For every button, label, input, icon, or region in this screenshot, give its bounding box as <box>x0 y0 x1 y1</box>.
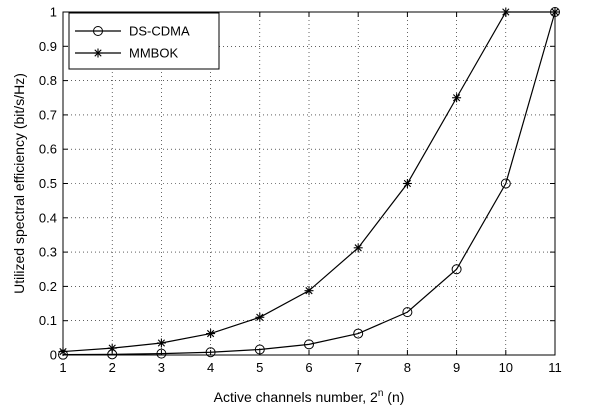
star-stroke <box>403 179 412 188</box>
y-tick-label: 0.3 <box>39 245 57 260</box>
legend: DS-CDMA MMBOK <box>68 12 220 70</box>
star-stroke <box>551 8 559 16</box>
x-tick-label: 5 <box>256 360 263 375</box>
x-tick-label: 3 <box>158 360 165 375</box>
star-marker <box>58 347 68 357</box>
x-axis-label: Active channels number, 2n (n) <box>214 388 405 405</box>
y-tick-label: 0.8 <box>39 73 57 88</box>
y-tick-label: 0 <box>50 348 57 363</box>
y-tick-label: 1 <box>50 5 57 20</box>
star-stroke <box>354 244 362 252</box>
series-layer <box>58 7 560 360</box>
y-axis-label: Utilized spectral efficiency (bit/s/Hz) <box>11 73 27 294</box>
star-marker <box>402 179 412 188</box>
x-tick-labels: 1 2 3 4 5 6 7 8 9 10 11 <box>59 360 561 375</box>
circle-marker <box>353 328 364 339</box>
legend-label: MMBOK <box>129 46 178 61</box>
series-mmbok <box>58 7 560 357</box>
series-line <box>62 11 556 356</box>
y-tick-label: 0.6 <box>39 142 57 157</box>
x-tick-label: 6 <box>305 360 312 375</box>
legend-item: MMBOK <box>75 46 178 61</box>
legend-box <box>68 12 220 70</box>
circle-marker <box>451 264 462 275</box>
x-tick-label: 4 <box>207 360 214 375</box>
star-stroke <box>256 313 264 321</box>
x-tick-label: 9 <box>453 360 460 375</box>
x-tick-label: 2 <box>109 360 116 375</box>
circle-marker <box>156 348 167 359</box>
y-tick-label: 0.4 <box>39 210 57 225</box>
star-stroke <box>94 49 102 57</box>
circle-marker <box>304 339 314 350</box>
x-tick-label: 11 <box>548 360 562 375</box>
star-stroke <box>452 94 461 102</box>
y-tick-label: 0.5 <box>39 176 57 191</box>
x-tick-label: 7 <box>355 360 362 375</box>
star-marker <box>353 243 363 253</box>
star-marker <box>452 93 462 103</box>
circle-marker <box>254 344 265 355</box>
series-ds-cdma <box>58 7 560 360</box>
y-tick-label: 0.7 <box>39 107 57 122</box>
x-axis-label-superscript: n <box>378 388 384 399</box>
star-marker <box>206 329 216 339</box>
star-marker <box>501 7 511 17</box>
legend-circle-marker <box>93 26 103 36</box>
y-tick-label: 0.2 <box>39 279 57 294</box>
star-stroke <box>108 344 116 352</box>
star-stroke <box>305 287 313 295</box>
y-tick-labels: 0 0.1 0.2 0.3 0.4 0.5 0.6 0.7 0.8 0.9 1 <box>39 5 57 363</box>
circle-marker <box>402 307 413 318</box>
x-tick-label: 10 <box>499 360 513 375</box>
y-tick-label: 0.9 <box>39 39 57 54</box>
x-tick-label: 1 <box>59 360 66 375</box>
x-axis-label-suffix: (n) <box>383 389 404 405</box>
star-marker <box>255 312 265 322</box>
legend-label: DS-CDMA <box>129 24 190 39</box>
x-tick-label: 8 <box>404 360 411 375</box>
star-stroke <box>502 8 510 16</box>
y-tick-label: 0.1 <box>39 313 57 328</box>
star-stroke <box>206 329 215 338</box>
star-stroke <box>157 339 166 347</box>
star-marker <box>107 343 117 353</box>
star-marker <box>156 338 166 348</box>
star-marker <box>304 286 314 296</box>
circle-marker <box>205 347 216 358</box>
legend-items: DS-CDMA MMBOK <box>75 24 190 61</box>
circle-marker <box>500 178 511 189</box>
star-marker <box>550 7 560 17</box>
star-stroke <box>59 347 67 356</box>
legend-star-marker <box>93 48 103 58</box>
legend-item: DS-CDMA <box>75 24 190 39</box>
x-axis-label-prefix: Active channels number, 2 <box>214 389 378 405</box>
